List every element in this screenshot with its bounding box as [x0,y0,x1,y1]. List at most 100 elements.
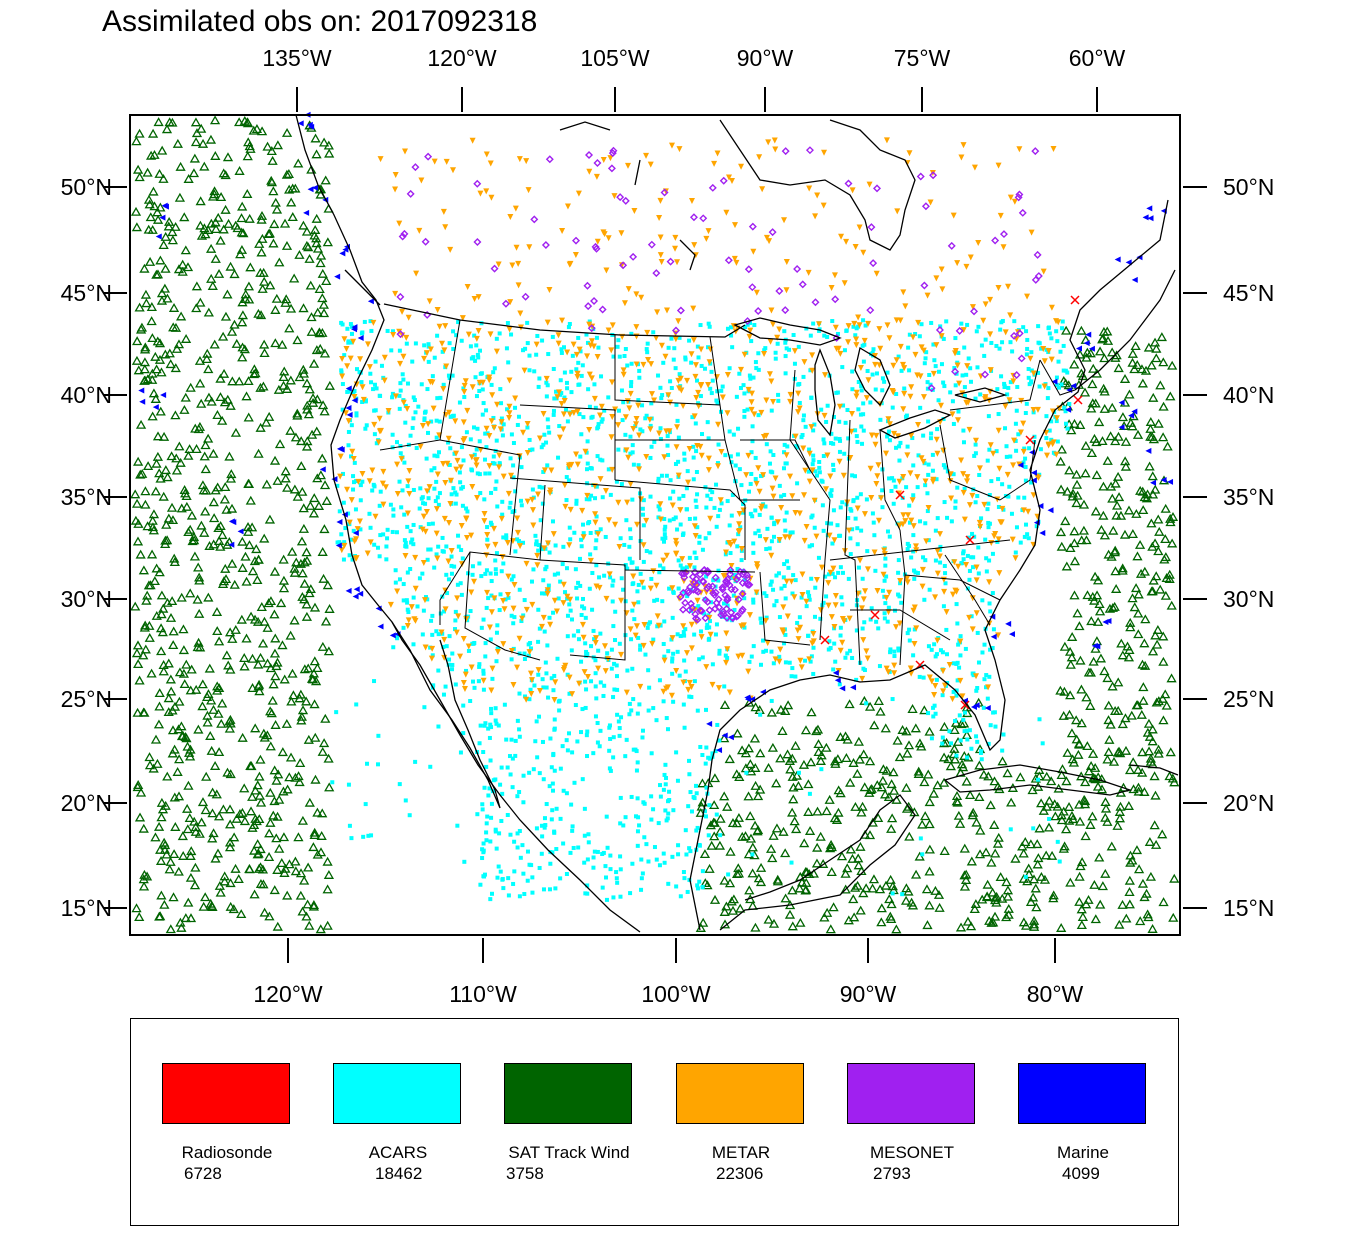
sat-wind-marker [159,899,170,909]
sat-wind-marker [1145,753,1156,763]
metar-marker [809,367,816,374]
sat-wind-marker [304,920,315,930]
metar-marker [903,575,910,582]
sat-wind-marker [1124,887,1135,897]
metar-marker [1040,268,1047,275]
acars-marker [638,427,643,432]
acars-marker [493,567,498,572]
metar-marker [946,661,953,668]
sat-wind-marker [155,855,167,865]
sat-wind-marker [919,705,930,715]
sat-wind-marker [1098,510,1109,520]
acars-marker [896,648,901,653]
acars-marker [883,601,888,606]
sat-wind-marker [880,789,891,799]
metar-marker [526,649,533,656]
sat-wind-marker [1096,773,1107,783]
metar-marker [541,467,548,474]
sat-wind-marker [135,419,147,429]
acars-marker [623,432,628,437]
metar-marker [1002,329,1009,336]
acars-marker [716,514,721,519]
sat-wind-marker [312,307,323,317]
acars-marker [1018,540,1023,545]
acars-marker [429,618,434,623]
metar-marker [1024,293,1031,300]
acars-marker [408,433,413,438]
acars-marker [517,587,522,592]
sat-wind-marker [257,283,268,293]
sat-wind-marker [1072,608,1083,618]
metar-marker [713,374,720,381]
metar-marker [392,290,399,297]
sat-wind-marker [1127,357,1138,367]
sat-wind-marker [1111,510,1122,520]
sat-wind-marker [864,830,876,840]
acars-marker [1000,340,1005,345]
acars-marker [594,484,599,489]
sat-wind-marker [190,862,201,872]
sat-wind-marker [1158,715,1169,725]
metar-marker [955,417,962,424]
sat-wind-marker [280,473,291,483]
acars-marker [432,466,437,471]
acars-marker [541,685,546,690]
sat-wind-marker [145,580,156,590]
acars-marker [748,320,753,325]
acars-marker [521,800,526,805]
acars-marker [985,507,990,512]
metar-marker [514,664,521,671]
acars-marker [436,724,441,729]
sat-wind-marker [989,776,1000,786]
acars-marker [537,484,542,489]
acars-marker [920,852,925,857]
acars-marker [551,688,556,693]
acars-marker [618,536,623,541]
metar-marker [964,363,971,370]
sat-wind-marker [1088,363,1099,373]
sat-wind-marker [269,455,281,465]
sat-wind-marker [888,767,899,777]
acars-marker [1044,414,1049,419]
sat-wind-marker [291,557,302,567]
sat-wind-marker [1124,875,1135,885]
metar-marker [457,464,464,471]
metar-marker [590,343,597,350]
sat-wind-marker [217,415,228,425]
acars-marker [744,770,749,775]
sat-wind-marker [813,747,824,756]
acars-marker [806,590,811,595]
sat-wind-marker [1096,524,1107,534]
acars-marker [529,579,534,584]
sat-wind-marker [1036,871,1047,881]
acars-marker [418,486,423,491]
sat-wind-marker [1001,912,1012,922]
sat-wind-marker [295,689,306,699]
acars-marker [675,527,680,532]
acars-marker [940,735,945,740]
acars-marker [832,414,837,419]
acars-marker [954,693,959,698]
acars-marker [545,463,550,468]
acars-marker [1065,426,1070,431]
acars-marker [677,673,682,678]
metar-marker [339,355,346,362]
acars-marker [477,472,482,477]
metar-marker [908,517,915,524]
sat-wind-marker [319,480,331,490]
sat-wind-marker [158,173,169,183]
sat-wind-marker [1056,541,1067,551]
acars-marker [830,319,835,324]
acars-marker [658,426,663,431]
acars-marker [976,571,981,576]
metar-marker [960,142,967,149]
acars-marker [791,333,796,338]
acars-marker [436,632,441,637]
sat-wind-marker [182,262,194,272]
acars-marker [931,705,936,710]
sat-wind-marker [1086,761,1097,771]
sat-wind-marker [1143,718,1155,728]
acars-marker [509,332,514,337]
metar-marker [787,473,794,480]
sat-wind-marker [1056,815,1068,825]
